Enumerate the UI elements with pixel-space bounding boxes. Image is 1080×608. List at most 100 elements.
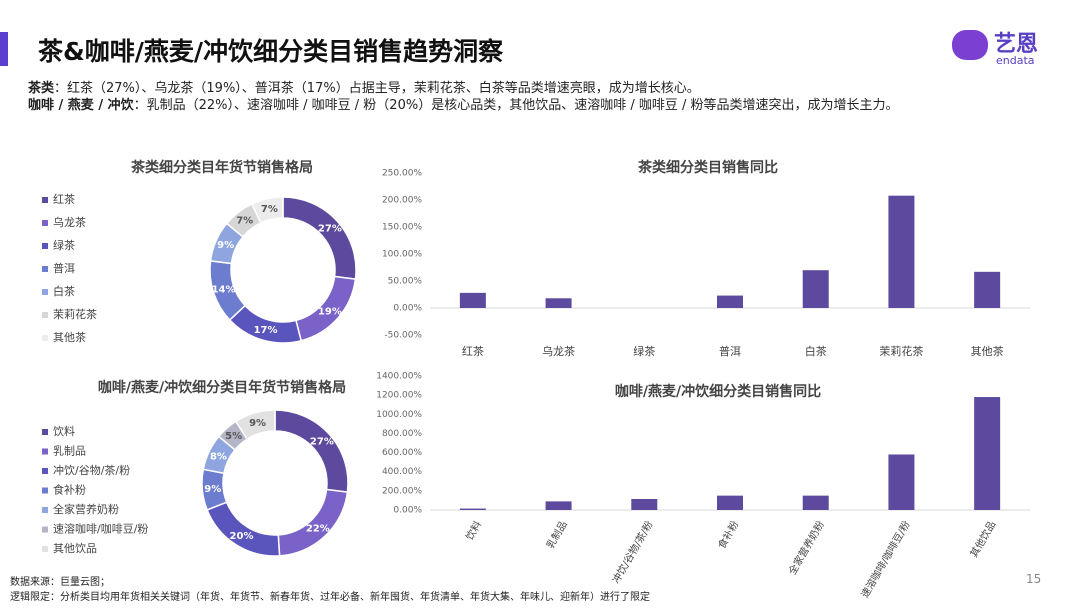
y-tick-label: 400.00% — [382, 467, 422, 477]
data-label: 5% — [225, 431, 242, 442]
y-tick-label: 1400.00% — [376, 372, 422, 382]
bar — [631, 498, 658, 510]
y-tick-label: 200.00% — [382, 196, 422, 206]
x-tick-label: 白茶 — [805, 344, 827, 358]
accent-bar — [0, 32, 8, 66]
y-tick-label: 1000.00% — [376, 410, 422, 420]
legend-swatch — [42, 220, 48, 226]
bar — [802, 495, 829, 510]
data-label: 17% — [254, 325, 278, 336]
legend-swatch — [42, 507, 48, 513]
data-label: 19% — [318, 306, 342, 317]
legend-swatch — [42, 289, 48, 295]
legend-swatch — [42, 468, 48, 474]
donut-slice — [250, 196, 284, 224]
y-tick-label: 50.00% — [388, 277, 423, 287]
bar — [974, 397, 1001, 510]
y-tick-label: 0.00% — [393, 506, 422, 516]
legend-label: 普洱 — [53, 261, 75, 275]
legend-label: 茉莉花茶 — [53, 307, 97, 321]
y-tick-label: -50.00% — [384, 331, 422, 341]
x-tick-label: 乳制品 — [544, 519, 570, 551]
legend-swatch — [42, 335, 48, 341]
slide-title: 茶&咖啡/燕麦/冲饮细分类目销售趋势洞察 — [38, 37, 504, 66]
donut-slice — [282, 196, 357, 280]
legend-label: 饮料 — [53, 424, 75, 438]
summary-line: 咖啡 / 燕麦 / 冲饮：乳制品（22%）、速溶咖啡 / 咖啡豆 / 粉（20%… — [28, 97, 1048, 114]
legend-swatch — [42, 487, 48, 494]
y-tick-label: 600.00% — [382, 448, 422, 458]
bar — [717, 295, 743, 308]
legend-label: 食补粉 — [53, 483, 86, 497]
y-tick-label: 800.00% — [382, 429, 422, 439]
legend-swatch — [42, 266, 48, 272]
bar — [717, 495, 743, 510]
legend-swatch — [42, 546, 48, 552]
legend-label: 乳制品 — [53, 445, 86, 458]
legend-label: 其他茶 — [53, 331, 86, 344]
x-tick-label: 全家营养奶粉 — [786, 519, 827, 577]
x-tick-label: 乌龙茶 — [542, 344, 575, 358]
donut-slice — [234, 409, 276, 441]
donut-slice — [274, 409, 349, 493]
data-label: 27% — [318, 224, 342, 235]
legend-label: 速溶咖啡/咖啡豆/粉 — [53, 522, 148, 536]
legend-label: 绿茶 — [53, 238, 75, 252]
summary-label: 茶类 — [28, 81, 55, 96]
data-label: 9% — [217, 240, 234, 251]
x-tick-label: 普洱 — [719, 344, 741, 358]
x-tick-label: 茉莉花茶 — [879, 344, 923, 358]
page-number: 15 — [1026, 572, 1042, 586]
data-label: 20% — [230, 531, 254, 542]
legend-swatch — [42, 243, 48, 249]
bar — [888, 195, 915, 308]
bar — [545, 298, 572, 308]
legend-label: 红茶 — [53, 193, 75, 206]
chart-title: 咖啡/燕麦/冲饮细分类目年货节销售格局 — [98, 379, 346, 396]
bar — [545, 501, 572, 510]
x-tick-label: 冲饮/谷物/茶/粉 — [609, 519, 655, 586]
x-tick-label: 其他饮品 — [967, 518, 998, 559]
y-tick-label: 0.00% — [393, 304, 422, 314]
chart-title: 咖啡/燕麦/冲饮细分类目销售同比 — [615, 383, 821, 400]
data-label: 9% — [204, 484, 221, 495]
chart-title: 茶类细分类目销售同比 — [637, 159, 778, 176]
data-label: 14% — [212, 284, 236, 295]
summary-text: ：乳制品（22%）、速溶咖啡 / 咖啡豆 / 粉（20%）是核心品类，其他饮品、… — [133, 98, 899, 113]
legend-swatch — [42, 448, 48, 455]
summary-text: ：红茶（27%）、乌龙茶（19%）、普洱茶（17%）占据主导，茉莉花茶、白茶等品… — [54, 81, 700, 96]
data-label: 7% — [261, 204, 278, 215]
x-tick-label: 其他茶 — [971, 345, 1004, 358]
x-tick-label: 绿茶 — [633, 344, 655, 358]
legend-label: 其他饮品 — [53, 542, 97, 555]
y-tick-label: 100.00% — [382, 250, 422, 260]
logo: 艺恩 — [994, 32, 1039, 57]
legend-swatch — [42, 197, 48, 203]
legend-label: 全家营养奶粉 — [53, 502, 119, 516]
logo-sub: endata — [996, 54, 1035, 67]
legend-label: 白茶 — [53, 284, 75, 298]
x-tick-label: 饮料 — [463, 519, 484, 543]
y-tick-label: 1200.00% — [376, 391, 422, 401]
y-tick-label: 250.00% — [382, 169, 422, 179]
summary-label: 咖啡 / 燕麦 / 冲饮 — [28, 98, 134, 113]
footer-note: 逻辑限定：分析类目均用年货相关关键词（年货、年货节、新春年货、过年必备、新年囤货… — [10, 592, 650, 603]
data-label: 27% — [310, 437, 334, 448]
summary-line: 茶类：红茶（27%）、乌龙茶（19%）、普洱茶（17%）占据主导，茉莉花茶、白茶… — [28, 80, 1048, 97]
data-label: 7% — [236, 216, 253, 227]
legend-label: 冲饮/谷物/茶/粉 — [53, 463, 130, 477]
x-tick-label: 速溶咖啡/咖啡豆/粉 — [858, 519, 913, 601]
chart-title: 茶类细分类目年货节销售格局 — [130, 159, 313, 176]
bar — [802, 270, 829, 308]
legend-swatch — [42, 312, 48, 318]
x-tick-label: 红茶 — [462, 345, 484, 358]
bar — [459, 508, 486, 510]
bar — [888, 454, 915, 510]
y-tick-label: 150.00% — [382, 223, 422, 233]
bar — [459, 292, 486, 308]
y-tick-label: 200.00% — [382, 486, 422, 496]
legend-label: 乌龙茶 — [53, 215, 86, 229]
donut-slice — [206, 501, 281, 557]
